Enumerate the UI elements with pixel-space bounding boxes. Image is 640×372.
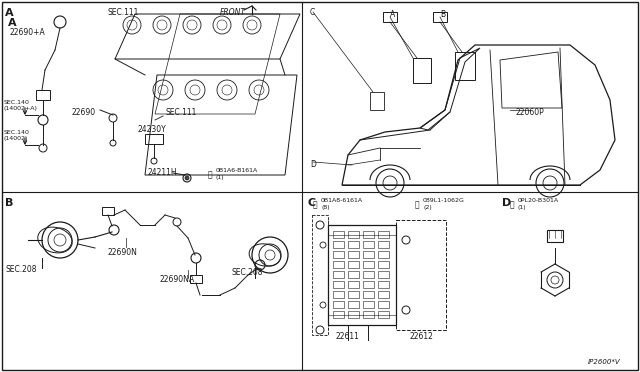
Bar bbox=[378, 261, 389, 268]
Text: SEC.140
(14002): SEC.140 (14002) bbox=[4, 130, 30, 141]
Text: A: A bbox=[390, 10, 396, 19]
Text: FRONT: FRONT bbox=[220, 8, 246, 17]
Bar bbox=[333, 271, 344, 278]
Text: 22690NA: 22690NA bbox=[160, 275, 195, 284]
Bar bbox=[102, 207, 114, 215]
Text: D: D bbox=[310, 160, 316, 169]
Text: 089L1-1062G: 089L1-1062G bbox=[423, 198, 465, 203]
Text: A: A bbox=[5, 8, 13, 18]
Text: SEC.111: SEC.111 bbox=[108, 8, 140, 17]
Text: 0B1A6-B161A: 0B1A6-B161A bbox=[216, 168, 259, 173]
Bar bbox=[348, 301, 359, 308]
Bar bbox=[378, 291, 389, 298]
Bar bbox=[378, 231, 389, 238]
Bar bbox=[312, 215, 328, 335]
Bar bbox=[348, 281, 359, 288]
Bar bbox=[36, 90, 50, 100]
Bar bbox=[333, 231, 344, 238]
Bar bbox=[333, 281, 344, 288]
Bar bbox=[145, 134, 163, 144]
Text: SEC.208: SEC.208 bbox=[232, 268, 264, 277]
Bar bbox=[348, 241, 359, 248]
Bar bbox=[455, 52, 475, 80]
Bar bbox=[348, 231, 359, 238]
Text: 0B1A8-6161A: 0B1A8-6161A bbox=[321, 198, 363, 203]
Bar bbox=[370, 92, 384, 110]
Bar bbox=[363, 311, 374, 318]
Text: A: A bbox=[8, 18, 17, 28]
Bar bbox=[363, 271, 374, 278]
Text: 22060P: 22060P bbox=[515, 108, 544, 117]
Text: IP2600*V: IP2600*V bbox=[588, 359, 620, 365]
Bar bbox=[348, 291, 359, 298]
Text: 22690N: 22690N bbox=[108, 248, 138, 257]
Bar bbox=[363, 241, 374, 248]
Bar bbox=[547, 230, 563, 242]
Bar bbox=[378, 271, 389, 278]
Text: C: C bbox=[308, 198, 316, 208]
Text: Ⓑ: Ⓑ bbox=[510, 200, 515, 209]
Bar bbox=[333, 311, 344, 318]
Text: SEC.111: SEC.111 bbox=[165, 108, 196, 117]
Text: 0PL20-B301A: 0PL20-B301A bbox=[518, 198, 559, 203]
Text: B: B bbox=[5, 198, 13, 208]
Text: B: B bbox=[440, 10, 445, 19]
Text: 22611: 22611 bbox=[336, 332, 360, 341]
Text: 24211H: 24211H bbox=[148, 168, 178, 177]
Text: D: D bbox=[502, 198, 511, 208]
Bar bbox=[333, 241, 344, 248]
Bar bbox=[348, 311, 359, 318]
Bar bbox=[348, 251, 359, 258]
Bar bbox=[378, 251, 389, 258]
Text: 24230Y: 24230Y bbox=[138, 125, 167, 134]
Text: (1): (1) bbox=[216, 175, 225, 180]
Bar bbox=[433, 12, 447, 22]
Bar bbox=[363, 231, 374, 238]
Bar bbox=[333, 291, 344, 298]
Bar bbox=[328, 225, 396, 325]
Bar bbox=[363, 301, 374, 308]
Text: Ⓑ: Ⓑ bbox=[208, 170, 212, 179]
Bar bbox=[396, 220, 446, 330]
Bar bbox=[333, 301, 344, 308]
Bar bbox=[190, 275, 202, 283]
Bar bbox=[348, 261, 359, 268]
Bar bbox=[348, 271, 359, 278]
Bar bbox=[363, 291, 374, 298]
Bar bbox=[378, 301, 389, 308]
Text: C: C bbox=[310, 8, 316, 17]
Bar bbox=[378, 311, 389, 318]
Bar bbox=[363, 281, 374, 288]
Bar bbox=[363, 251, 374, 258]
Bar bbox=[413, 58, 431, 83]
Text: (8): (8) bbox=[321, 205, 330, 210]
Text: (2): (2) bbox=[423, 205, 432, 210]
Text: 22612: 22612 bbox=[410, 332, 434, 341]
Circle shape bbox=[185, 176, 189, 180]
Bar bbox=[378, 281, 389, 288]
Text: SEC.208: SEC.208 bbox=[5, 265, 36, 274]
Text: Ⓕ: Ⓕ bbox=[313, 200, 317, 209]
Text: 22690: 22690 bbox=[72, 108, 96, 117]
Bar bbox=[378, 241, 389, 248]
Text: Ⓝ: Ⓝ bbox=[415, 200, 420, 209]
Bar bbox=[333, 261, 344, 268]
Bar bbox=[333, 251, 344, 258]
Bar bbox=[363, 261, 374, 268]
Text: (1): (1) bbox=[518, 205, 527, 210]
Bar bbox=[383, 12, 397, 22]
Text: 22690+A: 22690+A bbox=[10, 28, 45, 37]
Text: SEC.140
(14002+A): SEC.140 (14002+A) bbox=[4, 100, 38, 111]
